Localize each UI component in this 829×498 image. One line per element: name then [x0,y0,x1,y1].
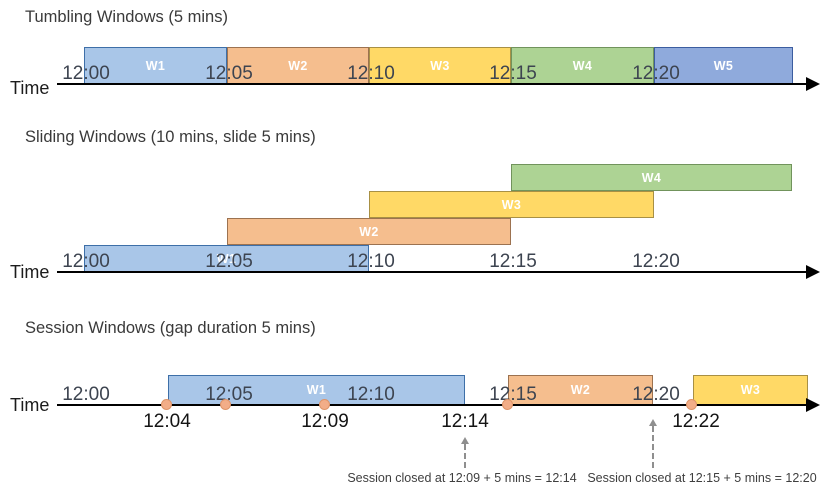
window-w3: W3 [369,191,654,218]
window-label: W2 [570,383,591,397]
event-time-label: 12:04 [143,411,191,432]
window-label: W1 [216,251,237,266]
window-label: W1 [306,383,327,397]
timeline [57,404,808,406]
dashed-up-arrow [460,437,470,468]
window-w4: W4 [511,47,654,84]
window-label: W4 [572,58,593,73]
tick-label: 12:05 [205,251,253,272]
window-label: W3 [740,383,761,397]
tick-label: 12:10 [347,63,395,84]
tick-label: 12:10 [347,251,395,272]
arrow-shaft [464,444,466,468]
window-w2: W2 [227,218,511,245]
tick-label: 12:20 [632,63,680,84]
event-time-label: 12:22 [672,411,720,432]
dashed-up-arrow [648,419,658,468]
timeline-arrowhead-icon [806,398,820,412]
arrow-head-icon [649,419,657,426]
window-w3: W3 [693,375,808,405]
window-w4: W4 [511,164,792,191]
window-label: W2 [288,58,308,73]
event-dot [686,399,697,410]
window-label: W2 [359,224,379,239]
session-title: Session Windows (gap duration 5 mins) [25,319,316,337]
window-label: W1 [145,58,166,73]
window-w2: W2 [508,375,653,405]
time-axis-label: Time [10,262,50,282]
event-dot [502,399,513,410]
timeline [57,271,808,273]
tick-label: 12:20 [632,384,680,405]
event-time-label: 12:14 [441,411,489,432]
window-w5: W5 [654,47,793,84]
window-w1: W1 [84,245,369,272]
window-label: W3 [501,197,522,212]
tick-label: 12:10 [347,384,395,405]
tick-label: 12:15 [489,384,537,405]
sliding-title: Sliding Windows (10 mins, slide 5 mins) [25,128,316,146]
event-dot [161,399,172,410]
tumbling-title: Tumbling Windows (5 mins) [25,8,228,26]
tick-label: 12:00 [62,251,110,272]
session-closed-note: Session closed at 12:15 + 5 mins = 12:20 [587,471,817,485]
tick-label: 12:20 [632,251,680,272]
arrow-shaft [652,426,654,468]
arrow-head-icon [461,437,469,444]
tick-label: 12:15 [489,63,537,84]
event-dot [220,399,231,410]
session-closed-note: Session closed at 12:09 + 5 mins = 12:14 [347,471,577,485]
time-axis-label: Time [10,395,50,415]
window-label: W3 [430,58,450,73]
tick-label: 12:00 [62,63,110,84]
timeline [57,83,808,85]
window-label: W4 [641,170,662,185]
window-w1: W1 [84,47,227,84]
timeline-arrowhead-icon [806,77,820,91]
tick-label: 12:05 [205,384,253,405]
tick-label: 12:15 [489,251,537,272]
timeline-arrowhead-icon [806,265,820,279]
window-w2: W2 [227,47,369,84]
event-dot [319,399,330,410]
time-axis-label: Time [10,78,50,98]
event-time-label: 12:09 [301,411,349,432]
tick-label: 12:05 [205,63,253,84]
tick-label: 12:00 [62,384,110,405]
window-label: W5 [713,58,734,73]
